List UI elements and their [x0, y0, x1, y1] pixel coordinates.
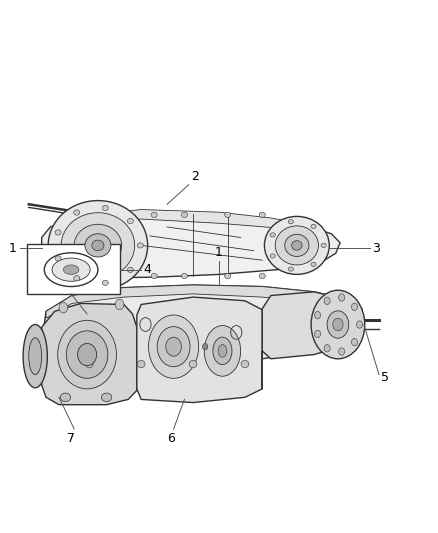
Ellipse shape [61, 213, 134, 278]
Ellipse shape [23, 325, 47, 388]
Text: 1: 1 [9, 241, 17, 255]
Text: 1: 1 [215, 246, 223, 259]
Polygon shape [42, 285, 362, 367]
Ellipse shape [202, 343, 208, 350]
Ellipse shape [351, 338, 357, 346]
Ellipse shape [52, 258, 90, 281]
Ellipse shape [55, 256, 61, 261]
Ellipse shape [85, 360, 93, 368]
Ellipse shape [270, 233, 275, 237]
Bar [27, 244, 120, 294]
Ellipse shape [60, 393, 71, 401]
Ellipse shape [74, 224, 122, 266]
Ellipse shape [339, 294, 345, 301]
Polygon shape [81, 209, 305, 230]
Ellipse shape [64, 265, 79, 274]
Ellipse shape [29, 338, 42, 375]
Ellipse shape [85, 234, 111, 257]
Ellipse shape [213, 337, 232, 365]
Ellipse shape [157, 327, 190, 367]
Ellipse shape [324, 297, 330, 304]
Ellipse shape [101, 393, 112, 401]
Ellipse shape [288, 267, 293, 271]
Ellipse shape [275, 226, 318, 265]
Ellipse shape [59, 302, 67, 313]
Text: 6: 6 [166, 432, 174, 445]
Ellipse shape [324, 344, 330, 352]
Ellipse shape [321, 243, 326, 247]
Ellipse shape [259, 273, 265, 279]
Polygon shape [42, 303, 137, 405]
Ellipse shape [225, 273, 231, 279]
Ellipse shape [66, 331, 108, 378]
Polygon shape [42, 211, 340, 278]
Ellipse shape [44, 253, 98, 287]
Ellipse shape [314, 311, 321, 319]
Ellipse shape [115, 299, 124, 310]
Ellipse shape [74, 276, 80, 281]
Ellipse shape [311, 290, 365, 359]
Text: 4: 4 [143, 263, 151, 276]
Ellipse shape [181, 212, 187, 217]
Ellipse shape [102, 280, 108, 286]
Ellipse shape [285, 235, 309, 256]
Ellipse shape [74, 210, 80, 215]
Ellipse shape [58, 320, 117, 389]
Ellipse shape [137, 243, 143, 248]
Ellipse shape [333, 318, 343, 331]
Polygon shape [262, 292, 362, 389]
Ellipse shape [181, 273, 187, 279]
Ellipse shape [292, 241, 302, 250]
Ellipse shape [311, 224, 316, 229]
Ellipse shape [241, 360, 249, 368]
Ellipse shape [48, 200, 148, 290]
Ellipse shape [339, 348, 345, 355]
Text: 2: 2 [191, 170, 199, 183]
Text: 3: 3 [372, 241, 380, 255]
Ellipse shape [127, 219, 134, 224]
Ellipse shape [78, 343, 97, 366]
Ellipse shape [151, 273, 157, 279]
Ellipse shape [259, 212, 265, 217]
Polygon shape [46, 285, 362, 318]
Text: 7: 7 [67, 432, 75, 445]
Ellipse shape [288, 220, 293, 224]
Ellipse shape [357, 321, 363, 328]
Polygon shape [137, 297, 262, 402]
Ellipse shape [137, 360, 145, 368]
Ellipse shape [151, 212, 157, 217]
Ellipse shape [148, 315, 199, 378]
Ellipse shape [270, 254, 275, 258]
Ellipse shape [189, 360, 197, 368]
Ellipse shape [327, 311, 349, 338]
Text: 5: 5 [381, 371, 389, 384]
Ellipse shape [92, 240, 104, 251]
Ellipse shape [166, 337, 181, 356]
Ellipse shape [127, 267, 134, 272]
Ellipse shape [102, 205, 108, 211]
Ellipse shape [265, 216, 329, 274]
Ellipse shape [204, 326, 240, 376]
Ellipse shape [351, 303, 357, 311]
Ellipse shape [311, 262, 316, 266]
Ellipse shape [314, 330, 321, 337]
Ellipse shape [55, 230, 61, 235]
Ellipse shape [225, 212, 231, 217]
Ellipse shape [218, 344, 227, 357]
